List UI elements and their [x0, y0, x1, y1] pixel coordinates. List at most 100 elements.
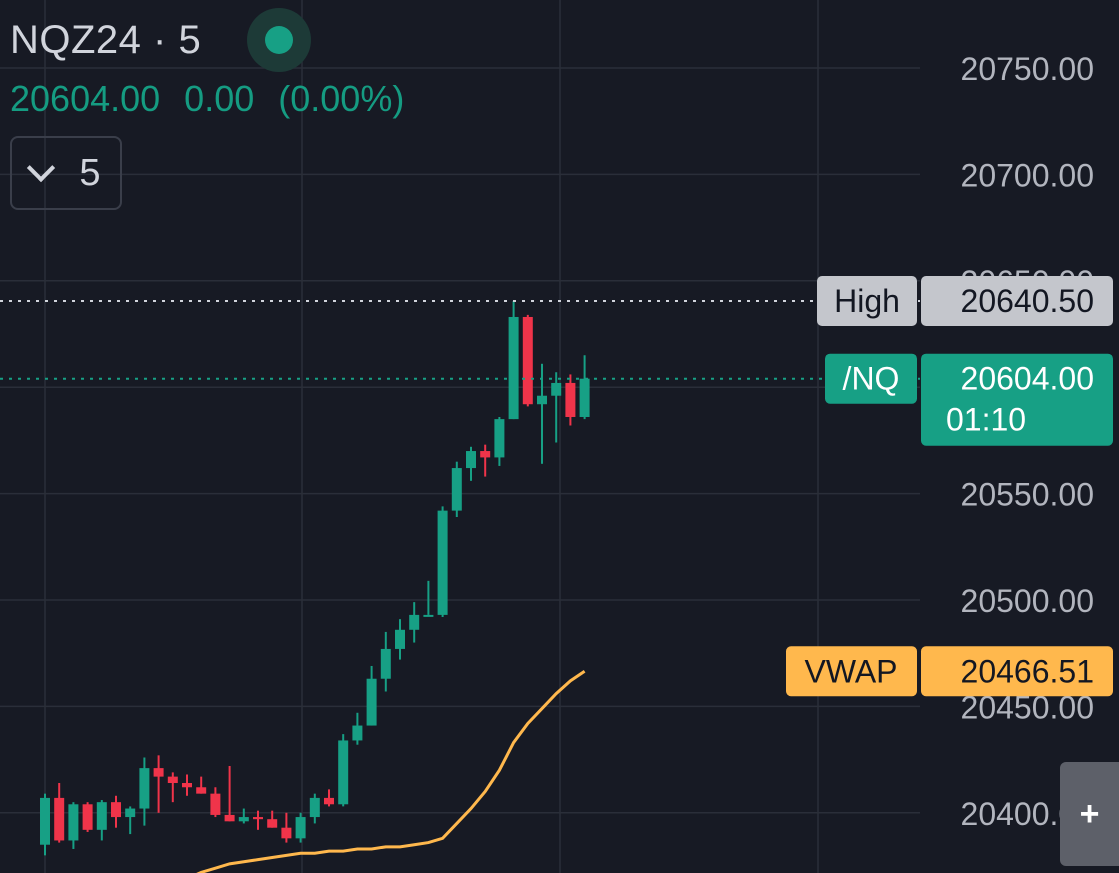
candle-body [224, 814, 235, 822]
candle [579, 355, 590, 420]
candle-body [409, 614, 420, 630]
candle [395, 619, 405, 660]
candle-body [253, 817, 263, 820]
price-axis-label: 20550.00 [961, 477, 1094, 513]
candle [96, 800, 107, 841]
candle-body [579, 378, 590, 417]
candle [167, 772, 178, 803]
candle-body [68, 804, 79, 841]
price-axis-label: 20500.00 [961, 583, 1094, 619]
candle-body [366, 678, 377, 726]
high-value: 20640.50 [961, 283, 1094, 319]
candle [451, 461, 462, 518]
chart-grid [0, 0, 920, 873]
candle [224, 765, 235, 822]
candle [82, 802, 93, 832]
chevron-down-icon [27, 153, 56, 183]
high-marker: High 20640.50 [817, 276, 1113, 327]
candle [295, 812, 306, 843]
candle-body [508, 316, 519, 420]
candle [196, 776, 207, 794]
candle-body [352, 725, 363, 741]
nq-label: /NQ [843, 361, 900, 397]
candle-body [96, 802, 107, 830]
price-axis-label: 20750.00 [961, 51, 1094, 87]
candle-body [125, 808, 136, 818]
candle-body [139, 768, 150, 809]
candle [54, 783, 65, 843]
price-change-percent: (0.00%) [278, 78, 405, 119]
candle-body [309, 797, 320, 818]
vwap-value: 20466.51 [961, 653, 1094, 689]
quote-row: 20604.00 0.00 (0.00%) [10, 78, 418, 120]
price-markers: High 20640.50/NQ 20604.00 01:10 VWAP 20466.51 [0, 276, 1113, 697]
candle-body [480, 451, 491, 458]
live-dot-icon [247, 8, 312, 72]
candle [253, 810, 263, 830]
high-label: High [834, 283, 900, 319]
interval-collapse-button[interactable]: 5 [10, 136, 122, 210]
candle-body [167, 776, 178, 784]
candle [409, 602, 420, 643]
candle-body [281, 827, 292, 839]
nq-value: 20604.00 [961, 361, 1094, 397]
candle [551, 372, 562, 443]
vwap-label: VWAP [804, 653, 897, 689]
candle-body [380, 648, 391, 679]
candle [537, 363, 547, 464]
candle [111, 795, 121, 828]
candle-body [338, 740, 349, 805]
candle [423, 580, 434, 617]
candle [139, 757, 150, 826]
vwap-path [196, 670, 586, 873]
candle [238, 808, 249, 824]
candle-body [466, 451, 476, 469]
candle [281, 812, 292, 843]
candle [565, 374, 576, 426]
candle-body [40, 797, 50, 845]
interval-label: 5 [79, 151, 101, 194]
plus-icon[interactable]: + [1060, 762, 1119, 866]
chart-header: NQZ24 · 5 [10, 8, 312, 72]
candle [494, 416, 505, 466]
candle-body [295, 817, 306, 839]
candle [466, 446, 476, 481]
candle-body [537, 395, 547, 405]
candle-body [238, 817, 249, 822]
candle-body [324, 797, 334, 805]
candle [309, 793, 320, 824]
candle-body [267, 819, 278, 828]
candle [508, 301, 519, 420]
candle-body [551, 382, 562, 396]
candle-body [82, 804, 93, 830]
candle-body [522, 316, 533, 405]
candle [267, 810, 278, 828]
candle [210, 787, 221, 818]
price-change: 0.00 [184, 78, 255, 119]
candle-body [437, 510, 448, 615]
nq-value-bg [921, 353, 1113, 446]
symbol-title[interactable]: NQZ24 · 5 [10, 17, 202, 62]
nq-label-bg [825, 353, 917, 404]
candle [324, 789, 334, 807]
candle [380, 631, 391, 692]
candle-body [182, 783, 192, 788]
candle [480, 444, 491, 477]
candle-body [451, 468, 462, 511]
candle-body [423, 614, 434, 617]
candle [352, 712, 363, 745]
last-price: 20604.00 [10, 78, 161, 119]
high-label-bg [817, 276, 917, 327]
vwap-line [196, 670, 586, 873]
candle-body [196, 787, 207, 794]
candle [125, 806, 136, 835]
candle-body [395, 629, 405, 649]
candle [522, 314, 533, 407]
candle-body [565, 382, 576, 417]
candle-body [54, 797, 65, 841]
high-value-bg [921, 276, 1113, 327]
candle [40, 793, 50, 856]
candle [366, 665, 377, 726]
candle [437, 506, 448, 618]
